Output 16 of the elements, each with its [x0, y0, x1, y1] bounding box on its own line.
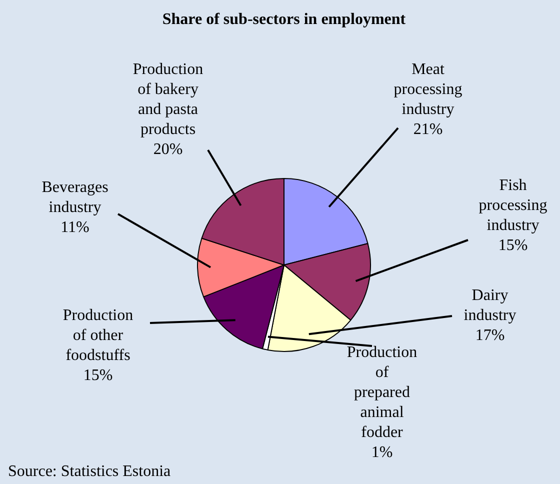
data-label: 21%: [413, 121, 443, 138]
slice-label: Production of other foodstuffs: [62, 307, 134, 364]
chart-title: Share of sub-sectors in employment: [162, 11, 406, 28]
data-label: 15%: [83, 367, 113, 384]
data-label: 11%: [60, 219, 90, 236]
slice-label: Production of prepared animal fodder: [346, 344, 418, 442]
source-note: Source: Statistics Estonia: [8, 463, 171, 480]
data-label: 20%: [153, 141, 183, 158]
slice-label: Meat processing industry: [394, 61, 462, 118]
data-label: 15%: [498, 237, 528, 254]
slice-label: Production of bakery and pasta products: [132, 61, 204, 138]
data-label: 17%: [475, 327, 505, 344]
slice-label: Beverages industry: [42, 179, 108, 216]
slice-label: Dairy industry: [464, 287, 516, 324]
slice-label: Fish processing industry: [478, 177, 548, 234]
data-label: 1%: [371, 444, 393, 462]
